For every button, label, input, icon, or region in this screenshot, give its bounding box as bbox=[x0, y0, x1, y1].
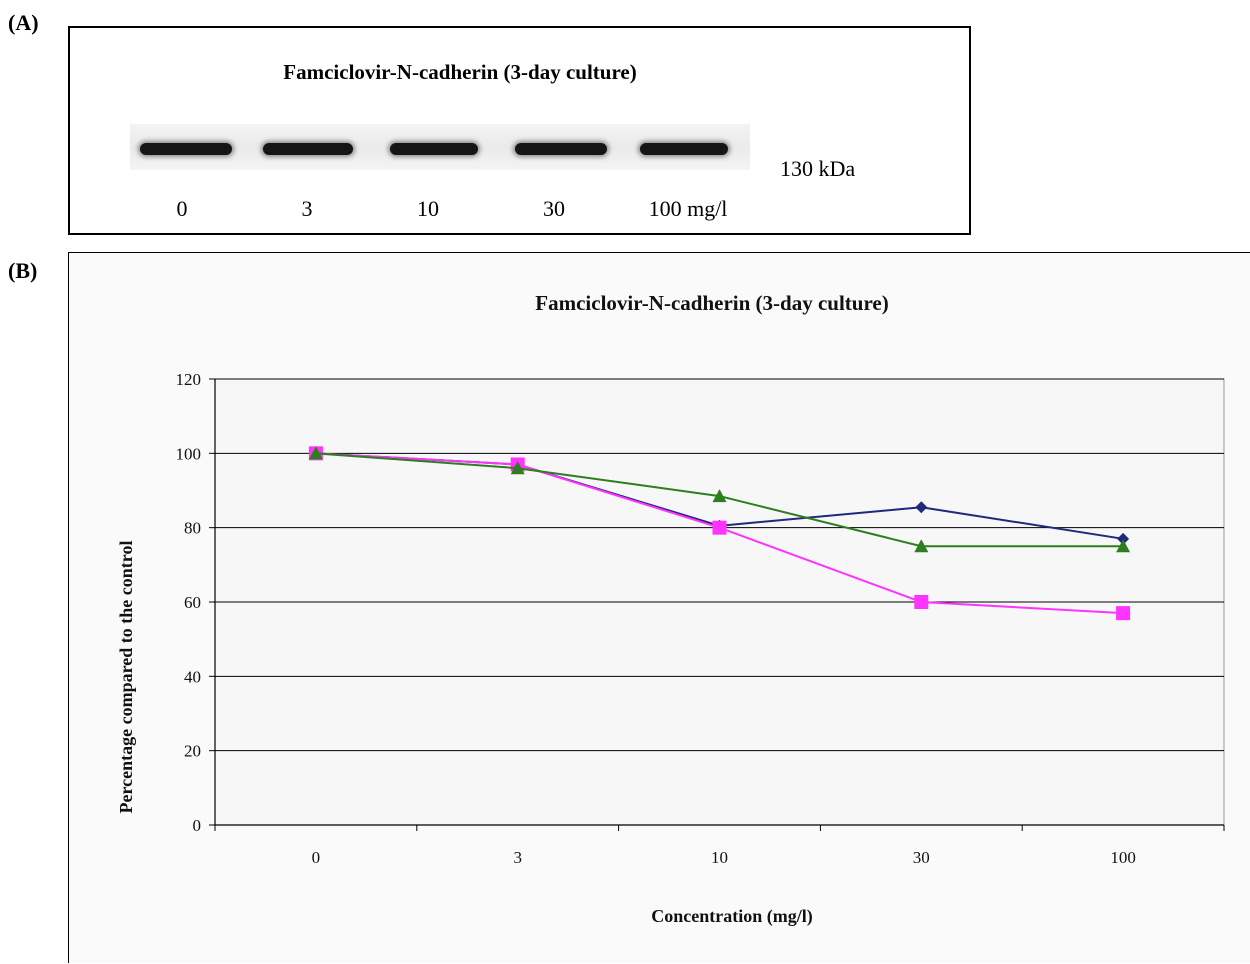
y-axis-title: Percentage compared to the control bbox=[116, 541, 136, 814]
blot-band bbox=[263, 143, 353, 155]
panel-a-label: (A) bbox=[8, 10, 39, 35]
data-point-square bbox=[1116, 606, 1131, 621]
x-tick-label: 30 bbox=[913, 848, 930, 867]
data-point-triangle bbox=[308, 446, 323, 460]
x-tick-label: 0 bbox=[312, 848, 321, 867]
x-tick-label: 10 bbox=[711, 848, 728, 867]
y-tick-label: 100 bbox=[176, 444, 202, 463]
blot-band bbox=[140, 143, 232, 155]
lane-label: 100 mg/l bbox=[648, 196, 728, 221]
line-chart-panel: Famciclovir-N-cadherin (3-day culture) C… bbox=[68, 252, 1250, 963]
lane-label: 10 bbox=[417, 196, 439, 221]
y-tick-label: 20 bbox=[184, 742, 201, 761]
blot-band bbox=[515, 143, 607, 155]
lane-label: 30 bbox=[543, 196, 565, 221]
x-axis-title: Concentration (mg/l) bbox=[651, 906, 812, 927]
data-point-diamond bbox=[1117, 532, 1130, 545]
western-blot-panel: Famciclovir-N-cadherin (3-day culture) 1… bbox=[68, 26, 971, 235]
data-point-diamond bbox=[915, 501, 928, 514]
data-point-triangle bbox=[712, 489, 727, 503]
y-tick-label: 0 bbox=[193, 816, 202, 835]
y-tick-label: 60 bbox=[184, 593, 201, 612]
x-tick-label: 3 bbox=[513, 848, 522, 867]
y-tick-label: 120 bbox=[176, 370, 202, 389]
data-point-triangle bbox=[914, 539, 929, 553]
lane-label: 0 bbox=[176, 196, 188, 221]
data-point-square bbox=[914, 595, 929, 609]
chart-title: Famciclovir-N-cadherin (3-day culture) bbox=[535, 291, 888, 315]
blot-band bbox=[640, 143, 728, 155]
line-chart: Famciclovir-N-cadherin (3-day culture) C… bbox=[116, 291, 1225, 927]
blot-title: Famciclovir-N-cadherin (3-day culture) bbox=[283, 60, 637, 84]
y-tick-label: 80 bbox=[184, 519, 201, 538]
panel-b-label: (B) bbox=[8, 258, 38, 283]
molecular-weight-marker: 130 kDa bbox=[780, 156, 856, 181]
lane-label: 3 bbox=[301, 196, 313, 221]
data-point-triangle bbox=[1116, 539, 1131, 553]
data-point-triangle bbox=[510, 461, 525, 475]
blot-band bbox=[390, 143, 478, 155]
x-tick-label: 100 bbox=[1110, 848, 1136, 867]
y-tick-label: 40 bbox=[184, 667, 201, 686]
data-point-square bbox=[712, 520, 727, 535]
